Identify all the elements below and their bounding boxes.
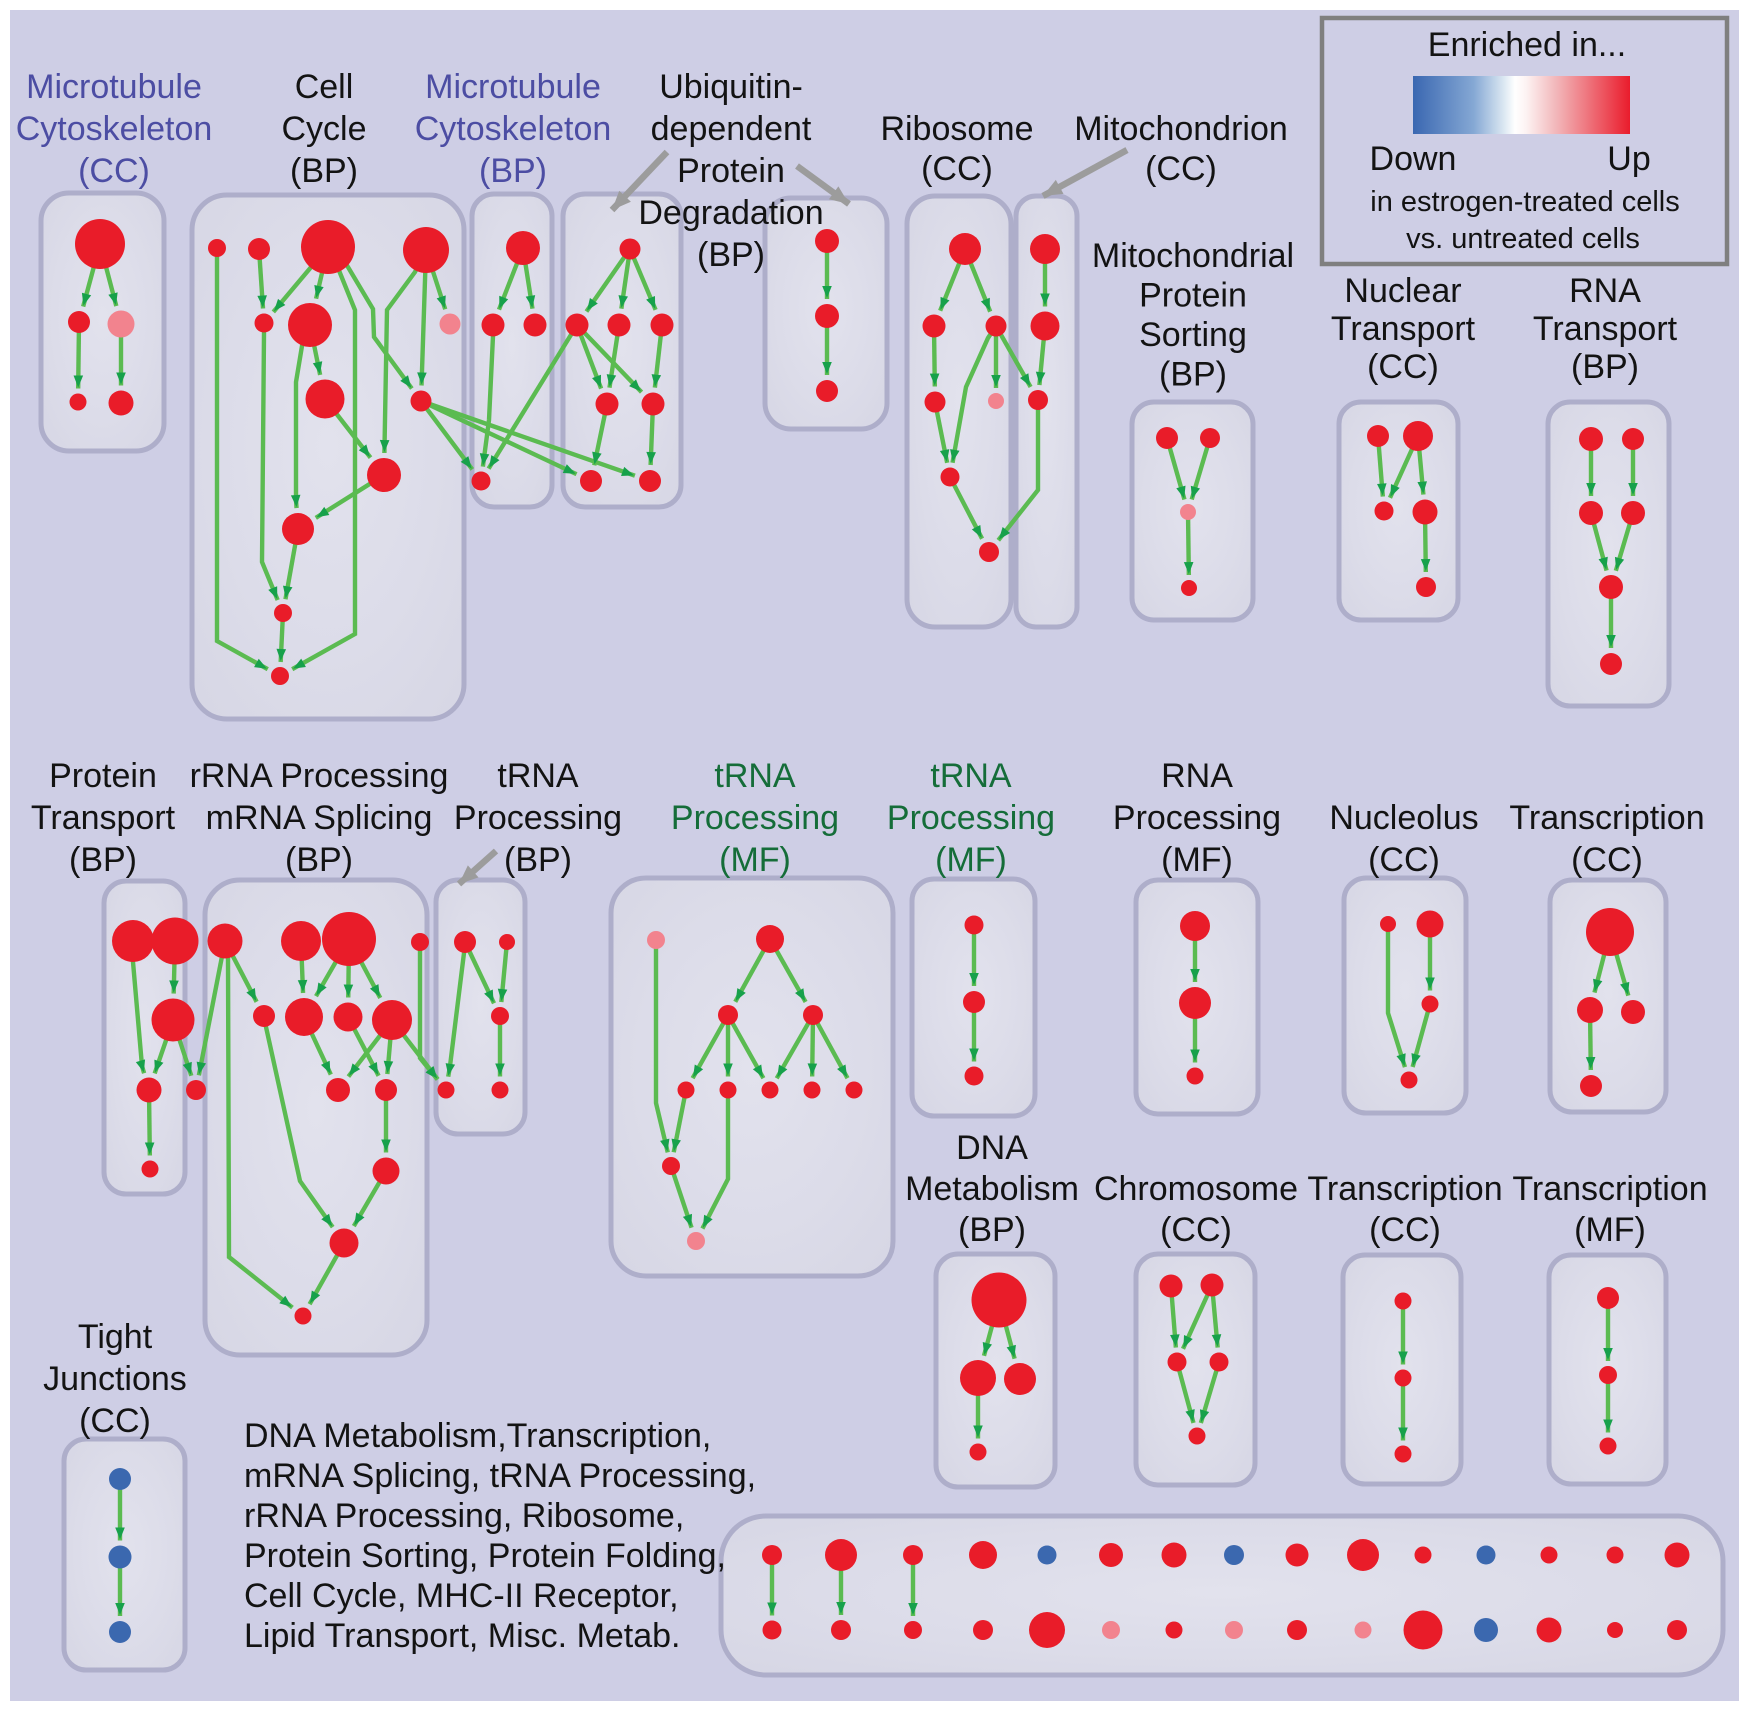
svg-text:Cell: Cell bbox=[295, 68, 354, 106]
svg-text:Protein: Protein bbox=[1139, 277, 1247, 315]
svg-text:vs. untreated cells: vs. untreated cells bbox=[1406, 223, 1640, 255]
svg-text:Processing: Processing bbox=[671, 799, 839, 837]
svg-text:Ubiquitin-: Ubiquitin- bbox=[659, 68, 803, 106]
svg-text:(BP): (BP) bbox=[290, 152, 358, 190]
svg-text:(CC): (CC) bbox=[1369, 1211, 1441, 1249]
svg-text:Transport: Transport bbox=[1533, 310, 1678, 348]
svg-text:Metabolism: Metabolism bbox=[905, 1170, 1079, 1208]
svg-text:Up: Up bbox=[1607, 140, 1650, 178]
svg-text:Cell Cycle, MHC-II Receptor,: Cell Cycle, MHC-II Receptor, bbox=[244, 1577, 679, 1615]
svg-text:(BP): (BP) bbox=[697, 236, 765, 274]
svg-text:(BP): (BP) bbox=[69, 841, 137, 879]
svg-text:(MF): (MF) bbox=[1161, 841, 1233, 879]
svg-text:(BP): (BP) bbox=[479, 152, 547, 190]
svg-text:(CC): (CC) bbox=[1368, 841, 1440, 879]
svg-text:(CC): (CC) bbox=[78, 152, 150, 190]
svg-text:dependent: dependent bbox=[651, 110, 812, 148]
svg-text:Protein: Protein bbox=[677, 152, 785, 190]
svg-text:Mitochondrial: Mitochondrial bbox=[1092, 237, 1294, 275]
svg-text:(CC): (CC) bbox=[1571, 841, 1643, 879]
svg-text:Transcription: Transcription bbox=[1509, 799, 1704, 837]
svg-text:DNA: DNA bbox=[956, 1129, 1028, 1167]
svg-text:Lipid Transport, Misc. Metab.: Lipid Transport, Misc. Metab. bbox=[244, 1617, 681, 1655]
svg-text:tRNA: tRNA bbox=[497, 757, 579, 795]
svg-text:Degradation: Degradation bbox=[638, 194, 823, 232]
svg-text:(BP): (BP) bbox=[1571, 348, 1639, 386]
svg-text:Processing: Processing bbox=[1113, 799, 1281, 837]
svg-text:DNA Metabolism,Transcription,: DNA Metabolism,Transcription, bbox=[244, 1417, 711, 1455]
svg-text:Microtubule: Microtubule bbox=[425, 68, 601, 106]
svg-text:Transport: Transport bbox=[1331, 310, 1476, 348]
svg-text:Down: Down bbox=[1370, 140, 1457, 178]
svg-text:Sorting: Sorting bbox=[1139, 316, 1247, 354]
svg-text:RNA: RNA bbox=[1569, 272, 1641, 310]
svg-text:Mitochondrion: Mitochondrion bbox=[1074, 110, 1288, 148]
svg-text:Processing: Processing bbox=[887, 799, 1055, 837]
svg-text:tRNA: tRNA bbox=[714, 757, 796, 795]
svg-text:(CC): (CC) bbox=[921, 150, 993, 188]
svg-text:RNA: RNA bbox=[1161, 757, 1233, 795]
svg-text:Protein: Protein bbox=[49, 757, 157, 795]
svg-text:(CC): (CC) bbox=[1145, 150, 1217, 188]
svg-text:(MF): (MF) bbox=[1574, 1211, 1646, 1249]
svg-text:Processing: Processing bbox=[454, 799, 622, 837]
svg-text:Nuclear: Nuclear bbox=[1344, 272, 1461, 310]
svg-text:Ribosome: Ribosome bbox=[880, 110, 1033, 148]
svg-text:Cytoskeleton: Cytoskeleton bbox=[16, 110, 213, 148]
svg-text:(CC): (CC) bbox=[1160, 1211, 1232, 1249]
svg-text:rRNA Processing, Ribosome,: rRNA Processing, Ribosome, bbox=[244, 1497, 684, 1535]
svg-text:(BP): (BP) bbox=[285, 841, 353, 879]
svg-text:in estrogen-treated cells: in estrogen-treated cells bbox=[1370, 186, 1680, 218]
svg-text:(MF): (MF) bbox=[935, 841, 1007, 879]
svg-text:(CC): (CC) bbox=[79, 1402, 151, 1440]
svg-text:rRNA Processing: rRNA Processing bbox=[190, 757, 449, 795]
svg-text:Cycle: Cycle bbox=[281, 110, 366, 148]
svg-text:mRNA Splicing: mRNA Splicing bbox=[206, 799, 433, 837]
svg-text:Chromosome: Chromosome bbox=[1094, 1170, 1298, 1208]
svg-text:Junctions: Junctions bbox=[43, 1360, 187, 1398]
svg-text:Protein Sorting, Protein Foldi: Protein Sorting, Protein Folding, bbox=[244, 1537, 726, 1575]
svg-text:(MF): (MF) bbox=[719, 841, 791, 879]
svg-text:Tight: Tight bbox=[78, 1318, 153, 1356]
svg-text:Transport: Transport bbox=[31, 799, 176, 837]
svg-text:(BP): (BP) bbox=[1159, 356, 1227, 394]
svg-text:tRNA: tRNA bbox=[930, 757, 1012, 795]
svg-text:Transcription: Transcription bbox=[1512, 1170, 1707, 1208]
svg-text:Transcription: Transcription bbox=[1307, 1170, 1502, 1208]
svg-text:Cytoskeleton: Cytoskeleton bbox=[415, 110, 612, 148]
svg-text:Microtubule: Microtubule bbox=[26, 68, 202, 106]
svg-text:mRNA Splicing, tRNA Processing: mRNA Splicing, tRNA Processing, bbox=[244, 1457, 756, 1495]
svg-text:(BP): (BP) bbox=[504, 841, 572, 879]
svg-text:(BP): (BP) bbox=[958, 1211, 1026, 1249]
svg-text:(CC): (CC) bbox=[1367, 348, 1439, 386]
svg-text:Enriched in...: Enriched in... bbox=[1428, 26, 1626, 64]
svg-text:Nucleolus: Nucleolus bbox=[1329, 799, 1478, 837]
